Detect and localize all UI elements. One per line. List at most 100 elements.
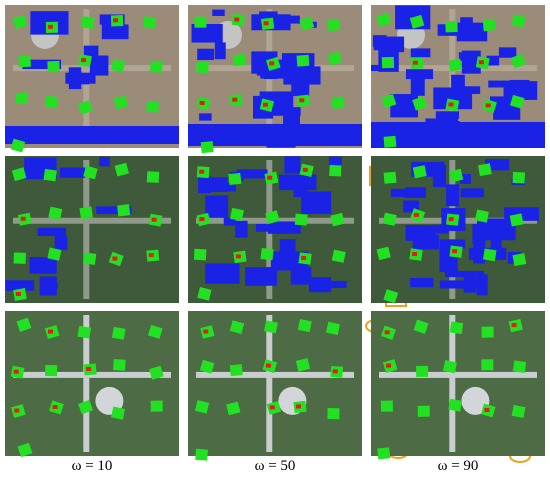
segment-region: [405, 69, 434, 80]
building: [47, 247, 62, 261]
segment-region: [205, 263, 240, 284]
building: [17, 442, 33, 458]
building: [78, 399, 94, 415]
error-pixel: [301, 256, 307, 261]
error-pixel: [235, 254, 241, 259]
building: [448, 58, 463, 72]
segment-region: [461, 50, 481, 74]
building: [482, 19, 496, 32]
segment-region: [199, 113, 212, 121]
building: [113, 359, 126, 371]
building: [381, 93, 397, 109]
image-panel: [188, 311, 362, 461]
road: [83, 160, 90, 299]
building: [481, 359, 494, 371]
segment-region: [435, 111, 460, 119]
building: [47, 60, 60, 73]
image-panel: [371, 5, 545, 148]
building: [18, 55, 31, 68]
image-panel: [5, 156, 179, 303]
segment-region: [439, 280, 478, 289]
building: [376, 246, 391, 261]
segment-region: [65, 72, 96, 84]
segment-region: [96, 206, 132, 215]
segment-region: [191, 23, 223, 43]
error-pixel: [199, 217, 205, 222]
building: [512, 360, 527, 373]
building: [382, 212, 397, 226]
building: [509, 213, 524, 227]
segment-region: [5, 280, 35, 291]
segment-region: [498, 47, 517, 58]
segment-region: [410, 277, 434, 288]
building: [77, 100, 93, 115]
error-pixel: [112, 256, 118, 261]
building: [228, 172, 242, 186]
panel-background: [188, 311, 362, 456]
building: [512, 171, 526, 184]
building: [193, 248, 207, 261]
segment-region: [490, 232, 502, 250]
building: [383, 289, 399, 304]
error-pixel: [81, 58, 87, 63]
image-panel: [188, 5, 362, 154]
building: [383, 171, 397, 184]
building: [142, 16, 156, 29]
error-pixel: [47, 24, 53, 29]
segment-region: [410, 48, 431, 58]
segment-region: [444, 270, 484, 278]
segment-region: [101, 24, 129, 40]
building: [512, 253, 527, 267]
segment-region: [328, 280, 347, 288]
building: [299, 16, 315, 31]
building: [260, 248, 274, 261]
building: [297, 319, 312, 333]
building: [79, 206, 93, 220]
error-pixel: [263, 21, 269, 26]
image-panel: [371, 311, 545, 460]
building: [150, 400, 163, 412]
building: [83, 165, 98, 180]
segment-region: [290, 266, 312, 285]
error-pixel: [148, 253, 154, 258]
building: [226, 401, 241, 416]
building: [194, 16, 207, 28]
road: [83, 315, 90, 452]
building: [511, 14, 526, 28]
segment-region: [197, 48, 215, 61]
error-pixel: [267, 175, 273, 180]
building: [10, 138, 26, 153]
panel-background: [371, 311, 545, 456]
error-pixel: [295, 404, 301, 409]
error-pixel: [452, 249, 458, 254]
segment-region: [245, 267, 277, 286]
segment-region: [212, 9, 225, 16]
error-pixel: [234, 17, 240, 22]
building: [45, 95, 59, 109]
image-panel: [188, 156, 362, 303]
building: [111, 406, 126, 420]
segment-region: [301, 191, 332, 214]
segment-region: [284, 156, 301, 174]
segment-region: [484, 159, 510, 171]
road: [379, 371, 537, 378]
building: [296, 54, 310, 67]
segment-region: [390, 94, 418, 118]
building: [197, 287, 212, 301]
error-pixel: [478, 60, 484, 65]
building: [82, 252, 97, 265]
building: [510, 53, 526, 69]
image-panel: [371, 156, 545, 304]
segment-region: [432, 164, 446, 188]
error-pixel: [302, 167, 308, 172]
segment-region: [214, 42, 226, 60]
error-pixel: [412, 252, 418, 257]
error-pixel: [113, 18, 119, 23]
error-pixel: [332, 369, 338, 374]
error-pixel: [199, 100, 205, 105]
building: [196, 61, 209, 74]
building: [331, 249, 346, 263]
building: [110, 59, 126, 73]
building: [80, 16, 95, 29]
building: [416, 365, 429, 377]
